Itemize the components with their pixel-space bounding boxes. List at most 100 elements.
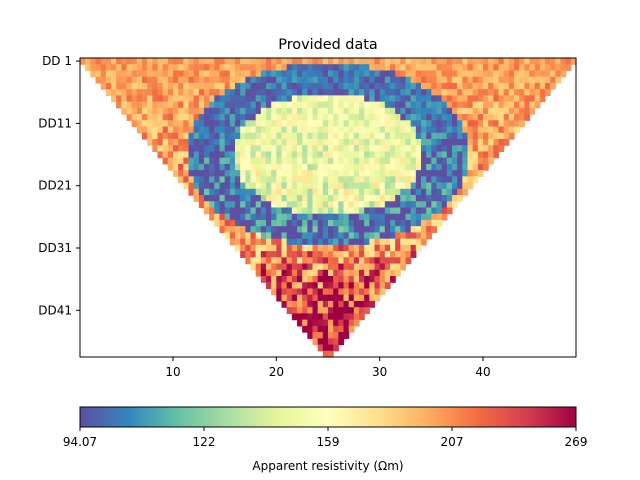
pseudosection-cell — [333, 313, 339, 321]
pseudosection-cell — [369, 76, 376, 84]
pseudosection-cell — [209, 170, 215, 177]
pseudosection-cell — [452, 132, 458, 140]
pseudosection-cell — [519, 64, 525, 72]
pseudosection-cell — [219, 226, 226, 234]
pseudosection-cell — [307, 207, 314, 215]
pseudosection-cell — [276, 244, 283, 252]
pseudosection-cell — [260, 276, 267, 283]
pseudosection-cell — [441, 76, 448, 84]
pseudosection-cell — [508, 82, 515, 90]
pseudosection-cell — [173, 145, 179, 153]
pseudosection-cell — [426, 207, 432, 215]
pseudosection-cell — [415, 157, 422, 165]
pseudosection-cell — [209, 82, 215, 90]
pseudosection-cell — [266, 107, 272, 115]
pseudosection-cell — [271, 114, 277, 121]
pseudosection-cell — [157, 145, 164, 153]
pseudosection-cell — [317, 269, 324, 277]
pseudosection-cell — [204, 107, 210, 115]
pseudosection-cell — [204, 58, 210, 65]
pseudosection-cell — [338, 89, 345, 96]
pseudosection-cell — [90, 58, 97, 65]
pseudosection-cell — [173, 95, 179, 103]
pseudosection-cell — [209, 114, 215, 121]
pseudosection-cell — [328, 114, 334, 121]
pseudosection-cell — [276, 157, 283, 165]
pseudosection-cell — [281, 101, 288, 109]
pseudosection-cell — [328, 244, 334, 252]
pseudosection-cell — [224, 101, 231, 109]
pseudosection-cell — [116, 82, 122, 90]
pseudosection-cell — [271, 107, 277, 115]
pseudosection-cell — [142, 126, 148, 134]
pseudosection-cell — [240, 213, 246, 221]
pseudosection-cell — [359, 114, 365, 121]
pseudosection-cell — [297, 101, 303, 109]
pseudosection-cell — [384, 120, 391, 128]
pseudosection-cell — [431, 201, 438, 209]
pseudosection-cell — [322, 151, 329, 159]
pseudosection-cell — [204, 201, 210, 209]
pseudosection-cell — [286, 101, 293, 109]
pseudosection-cell — [188, 126, 195, 134]
pseudosection-cell — [457, 138, 463, 146]
pseudosection-cell — [426, 163, 432, 171]
pseudosection-cell — [498, 107, 505, 115]
pseudosection-cell — [477, 76, 484, 84]
pseudosection-cell — [276, 207, 283, 215]
pseudosection-cell — [405, 101, 412, 109]
pseudosection-cell — [219, 64, 226, 72]
pseudosection-cell — [364, 76, 370, 84]
pseudosection-cell — [488, 107, 494, 115]
pseudosection-cell — [410, 232, 417, 240]
pseudosection-cell — [353, 207, 360, 215]
pseudosection-cell — [338, 213, 345, 221]
pseudosection-cell — [229, 201, 236, 209]
pseudosection-cell — [410, 126, 417, 134]
pseudosection-cell — [312, 70, 319, 78]
pseudosection-cell — [312, 95, 319, 103]
pseudosection-cell — [209, 89, 215, 96]
pseudosection-cell — [328, 251, 334, 258]
pseudosection-cell — [353, 300, 360, 308]
pseudosection-cell — [312, 132, 319, 140]
pseudosection-cell — [317, 325, 324, 333]
colorbar-tick-label: 159 — [317, 435, 340, 449]
pseudosection-cell — [374, 82, 381, 90]
pseudosection-cell — [348, 276, 355, 283]
pseudosection-cell — [266, 58, 272, 65]
pseudosection-cell — [224, 126, 231, 134]
pseudosection-cell — [240, 95, 246, 103]
pseudosection-cell — [317, 95, 324, 103]
pseudosection-cell — [498, 64, 505, 72]
pseudosection-cell — [312, 76, 319, 84]
pseudosection-cell — [452, 170, 458, 177]
pseudosection-cell — [565, 64, 572, 72]
pseudosection-cell — [333, 213, 339, 221]
pseudosection-cell — [255, 219, 262, 227]
pseudosection-cell — [353, 232, 360, 240]
pseudosection-cell — [307, 107, 314, 115]
pseudosection-cell — [328, 338, 334, 346]
pseudosection-cell — [302, 107, 308, 115]
pseudosection-cell — [462, 132, 469, 140]
pseudosection-cell — [348, 120, 355, 128]
pseudosection-cell — [157, 107, 164, 115]
pseudosection-cell — [111, 64, 117, 72]
pseudosection-cell — [229, 219, 236, 227]
pseudosection-cell — [302, 114, 308, 121]
pseudosection-cell — [379, 138, 386, 146]
pseudosection-cell — [400, 219, 407, 227]
pseudosection-cell — [410, 64, 417, 72]
pseudosection-cell — [333, 120, 339, 128]
pseudosection-cell — [312, 101, 319, 109]
pseudosection-cell — [162, 76, 169, 84]
pseudosection-cell — [297, 251, 303, 258]
pseudosection-cell — [503, 101, 510, 109]
chart-title: Provided data — [278, 37, 377, 53]
pseudosection-cell — [457, 107, 463, 115]
pseudosection-cell — [395, 151, 401, 159]
pseudosection-cell — [105, 82, 112, 90]
pseudosection-cell — [503, 76, 510, 84]
pseudosection-cell — [364, 58, 370, 65]
